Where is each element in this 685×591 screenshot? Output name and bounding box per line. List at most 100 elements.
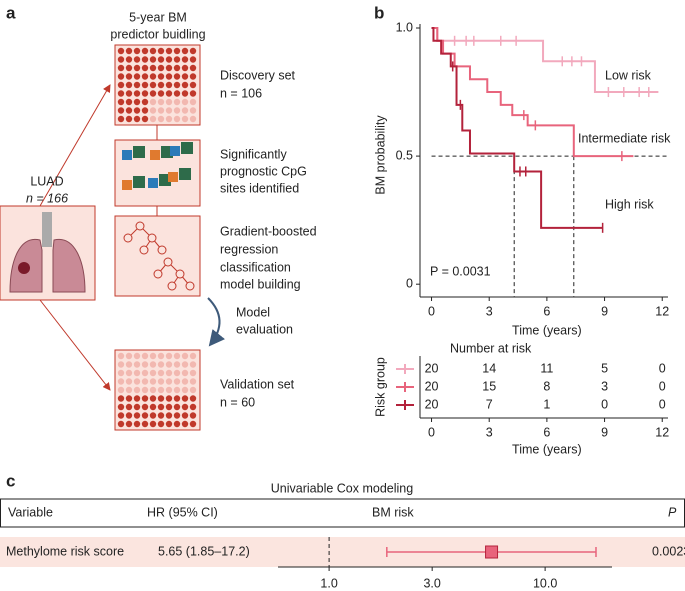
x-tick-label: 10.0 (533, 576, 557, 590)
dot (125, 115, 133, 123)
km-curve (431, 27, 634, 158)
dot (133, 47, 141, 55)
dot (133, 73, 141, 80)
arrow (39, 299, 111, 391)
dot (117, 64, 125, 72)
legend-label: High risk (605, 197, 654, 211)
column-header: BM risk (372, 505, 414, 519)
dot (173, 412, 181, 419)
tree-node (123, 233, 133, 243)
dot (165, 369, 173, 377)
dot (173, 90, 181, 97)
risk-count: 11 (540, 361, 553, 375)
risk-count: 1 (543, 397, 550, 411)
risk-count: 0 (659, 379, 666, 393)
dot (117, 412, 125, 419)
dot (125, 90, 133, 97)
dot (189, 369, 197, 377)
x-tick-label: 3 (486, 304, 493, 318)
tree-node (175, 269, 185, 279)
dot (117, 56, 125, 63)
dot (117, 386, 125, 394)
model-text: Gradient-boosted (220, 224, 317, 238)
x-axis-label: Time (years) (512, 323, 582, 337)
dot (117, 361, 125, 368)
dot (133, 395, 141, 402)
dot (165, 107, 173, 114)
column-header: P (668, 505, 677, 519)
dot (173, 395, 181, 402)
dot (141, 115, 149, 123)
dot (141, 378, 149, 385)
forest-title: Univariable Cox modeling (271, 481, 413, 495)
dot (165, 64, 173, 72)
dot (181, 73, 189, 80)
column-header: HR (95% CI) (147, 505, 218, 519)
trachea (42, 212, 52, 247)
dot (181, 403, 189, 411)
cpg (170, 146, 180, 156)
dot (133, 420, 141, 428)
dot (181, 98, 189, 106)
dot (181, 90, 189, 97)
dot (125, 107, 133, 114)
dot (173, 98, 181, 106)
dot (117, 378, 125, 385)
dot (141, 73, 149, 80)
dot (173, 378, 181, 385)
dot (181, 47, 189, 55)
risk-count: 14 (482, 361, 496, 375)
dot (149, 403, 157, 411)
dot (141, 369, 149, 377)
cpg (179, 168, 191, 180)
arrow (39, 84, 111, 207)
dot (157, 369, 165, 377)
box-art (117, 47, 197, 428)
dot (125, 386, 133, 394)
evaluation-text: Model (236, 305, 270, 319)
row-p: 0.0023* (652, 544, 685, 558)
dot (181, 420, 189, 428)
dot (149, 47, 157, 55)
dot (149, 361, 157, 368)
dot (117, 115, 125, 123)
dot (141, 420, 149, 428)
dot (165, 395, 173, 402)
cpg (122, 180, 132, 190)
discovery-text: n = 106 (220, 86, 262, 100)
dot (125, 47, 133, 55)
tree-node (139, 245, 149, 255)
cpg (148, 178, 158, 188)
legend-label: Low risk (605, 68, 652, 82)
dot (117, 98, 125, 106)
dot (181, 81, 189, 89)
features-text: Significantly (220, 147, 287, 161)
dot (157, 56, 165, 63)
dot (149, 64, 157, 72)
risk-count: 20 (425, 397, 439, 411)
dot (141, 107, 149, 114)
dot (157, 361, 165, 368)
dot (189, 378, 197, 385)
dot (189, 386, 197, 394)
dot (173, 56, 181, 63)
dot (189, 115, 197, 123)
validation-text: Validation set (220, 377, 295, 391)
dot (141, 64, 149, 72)
cpg (133, 176, 145, 188)
dot (189, 361, 197, 368)
dot (125, 403, 133, 411)
dot (181, 115, 189, 123)
dot (149, 115, 157, 123)
tree-node (163, 257, 173, 267)
dot (165, 361, 173, 368)
dot (157, 420, 165, 428)
cpg (150, 150, 160, 160)
dot (133, 361, 141, 368)
dot (189, 81, 197, 89)
dot (157, 395, 165, 402)
features-text: sites identified (220, 181, 299, 195)
risk-count: 15 (482, 379, 496, 393)
dot (125, 352, 133, 360)
dot (149, 352, 157, 360)
